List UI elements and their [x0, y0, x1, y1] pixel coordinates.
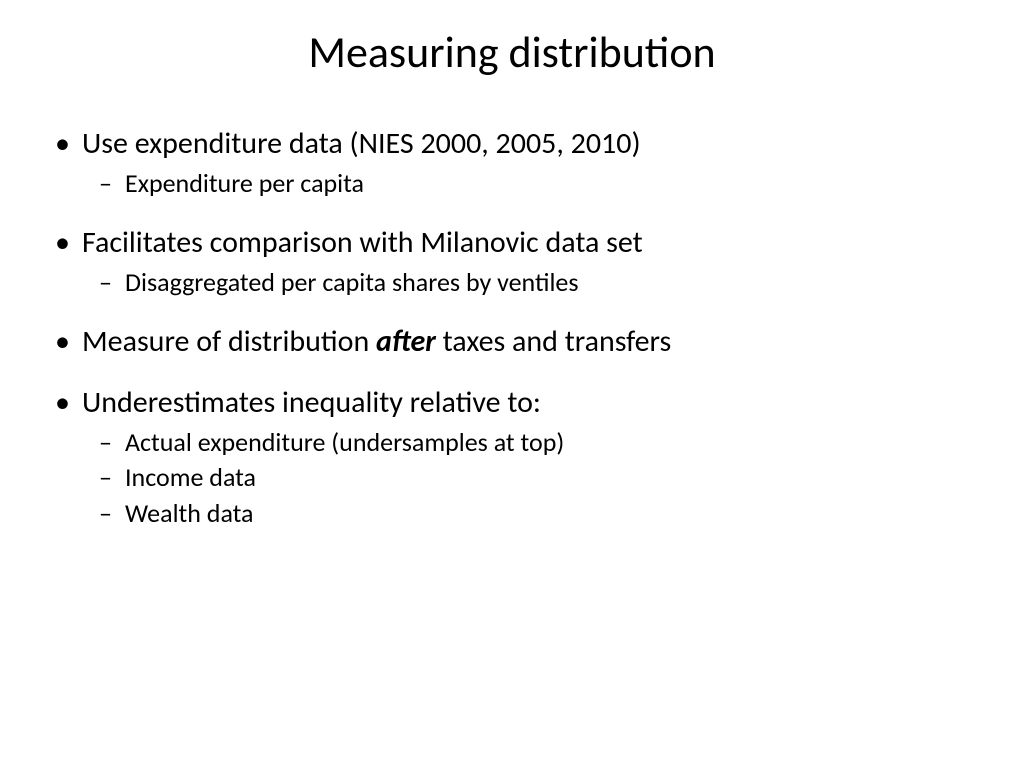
bullet-text-pre: Measure of distribution: [82, 323, 376, 360]
bullet-list-level2: Expenditure per capita: [82, 167, 974, 201]
bullet-text-emphasis: after: [376, 323, 436, 360]
bullet-item-2: Facilitates comparison with Milanovic da…: [50, 223, 974, 300]
bullet-list-level2: Actual expenditure (undersamples at top)…: [82, 426, 974, 531]
bullet-text: Underestimates inequality relative to:: [82, 384, 541, 421]
bullet-text-post: taxes and transfers: [436, 323, 671, 360]
sub-bullet-item: Income data: [97, 461, 974, 495]
bullet-item-3: Measure of distribution after taxes and …: [50, 322, 974, 361]
bullet-text: Facilitates comparison with Milanovic da…: [82, 224, 643, 261]
bullet-item-1: Use expenditure data (NIES 2000, 2005, 2…: [50, 124, 974, 201]
sub-bullet-item: Actual expenditure (undersamples at top): [97, 426, 974, 460]
sub-bullet-item: Wealth data: [97, 497, 974, 531]
slide-title: Measuring distribution: [50, 25, 974, 79]
sub-bullet-item: Expenditure per capita: [97, 167, 974, 201]
sub-bullet-item: Disaggregated per capita shares by venti…: [97, 266, 974, 300]
bullet-list-level2: Disaggregated per capita shares by venti…: [82, 266, 974, 300]
bullet-text: Use expenditure data (NIES 2000, 2005, 2…: [82, 125, 641, 162]
bullet-item-4: Underestimates inequality relative to: A…: [50, 383, 974, 531]
bullet-list-level1: Use expenditure data (NIES 2000, 2005, 2…: [50, 124, 974, 531]
